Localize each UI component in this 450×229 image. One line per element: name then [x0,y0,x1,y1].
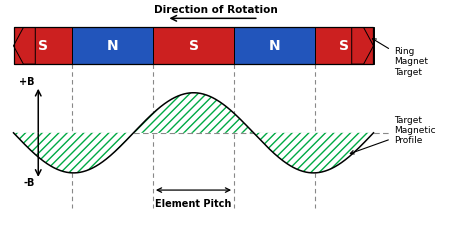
Text: Target
Magnetic
Profile: Target Magnetic Profile [350,116,436,154]
Text: Element Pitch: Element Pitch [155,199,232,209]
Bar [315,27,374,64]
Bar [153,27,234,64]
Text: S: S [38,39,48,53]
Bar [14,27,72,64]
Polygon shape [352,27,374,64]
Text: S: S [339,39,349,53]
Text: -B: -B [23,178,35,188]
Bar [234,27,315,64]
Bar [14,27,373,64]
Text: Ring
Magnet
Target: Ring Magnet Target [373,39,428,77]
Text: +B: +B [19,77,35,87]
Polygon shape [14,27,35,64]
Bar [72,27,153,64]
Text: N: N [269,39,280,53]
Text: N: N [107,39,118,53]
Text: S: S [189,39,198,53]
Text: Direction of Rotation: Direction of Rotation [154,5,278,15]
